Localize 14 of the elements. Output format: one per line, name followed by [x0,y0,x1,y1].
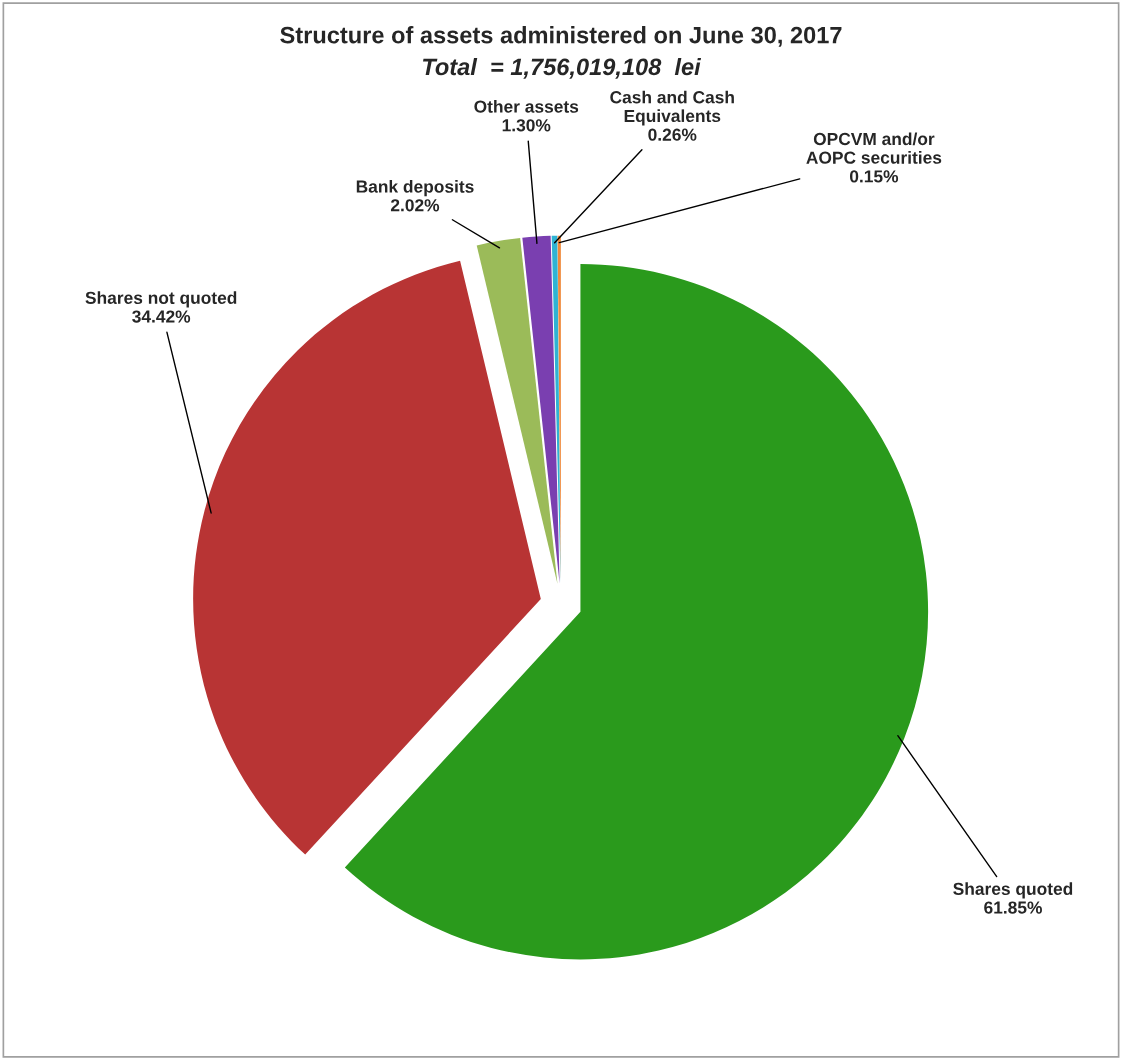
data-label: 2.02% [390,199,440,212]
slice-label: Bank deposits [356,179,474,197]
chart-title: Structure of assets administered on June 30, 2017 [280,26,842,47]
slice-label: Other assets [474,100,579,113]
data-label: 0.26% [648,128,697,141]
chart-subtitle: Total = 1,756,019,108 lei [423,57,702,79]
data-label: 1.30% [502,119,551,132]
slice-label: OPCVM and/or AOPC securities [806,132,942,164]
data-label: 0.15% [849,170,899,183]
slice-label: Shares not quoted [85,291,237,308]
slice-label: Shares quoted [953,882,1073,899]
slice-label: Cash and Cash Equivalents [610,90,734,126]
data-label: 34.42% [132,310,191,323]
data-label: 61.85% [984,901,1042,914]
